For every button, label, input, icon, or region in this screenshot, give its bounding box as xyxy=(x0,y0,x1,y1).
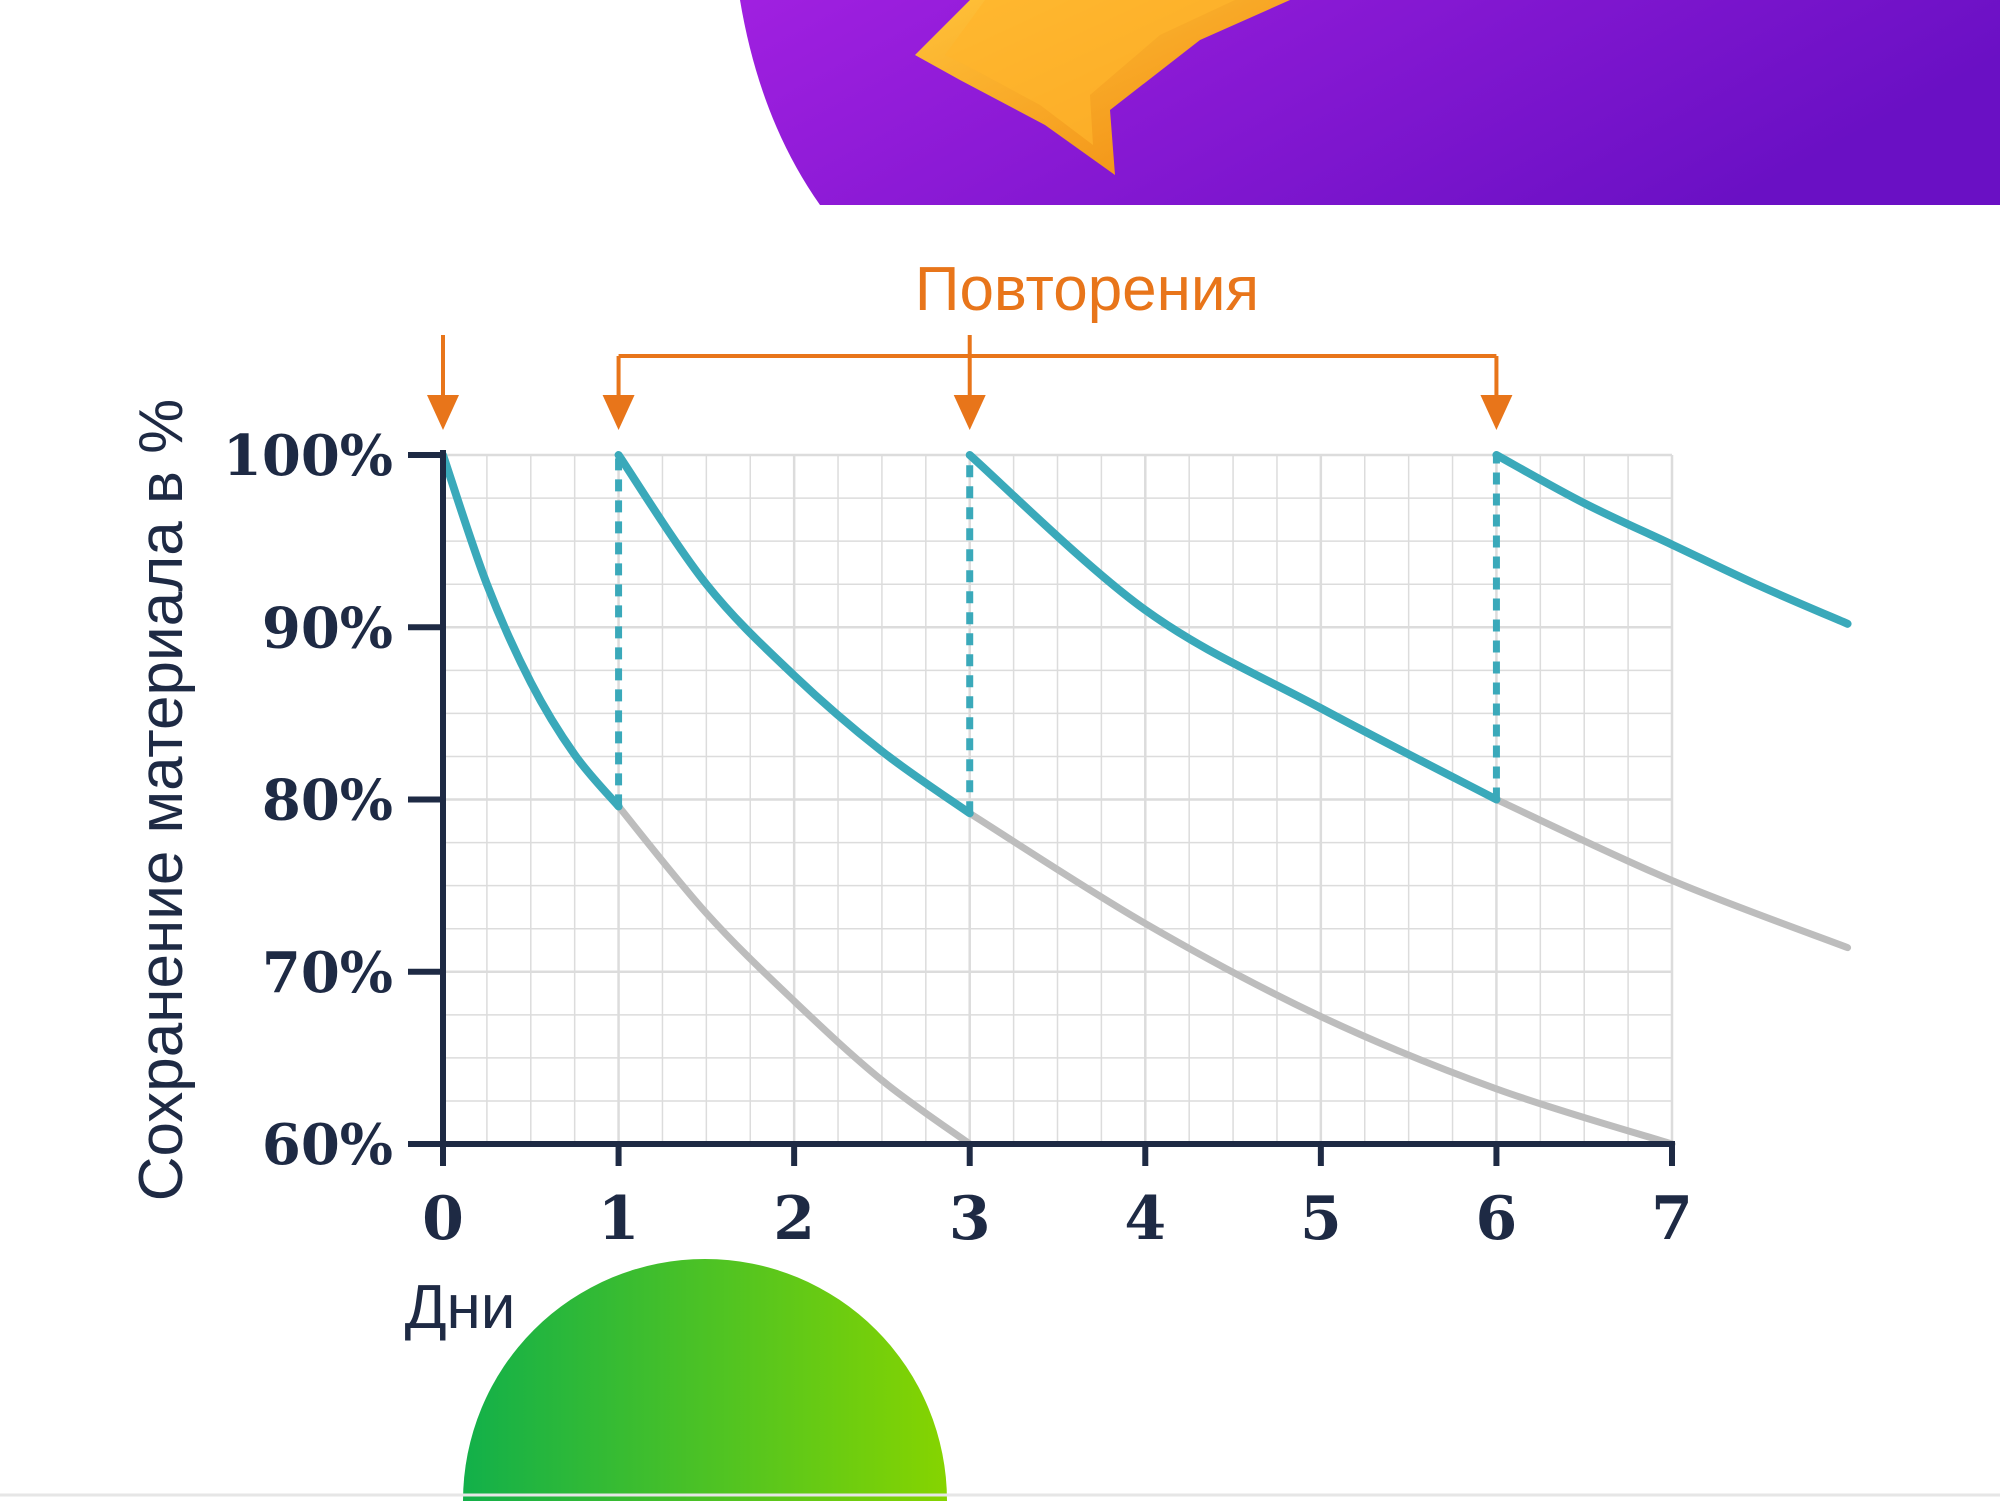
x-axis-label: Дни xyxy=(405,1273,516,1342)
green-circle-shape xyxy=(463,1259,947,1501)
forgetting-curve-segment xyxy=(966,809,1676,1148)
arrow-down-icon xyxy=(953,395,986,430)
x-tick-label: 6 xyxy=(1476,1184,1518,1254)
y-tick-label: 100% xyxy=(223,423,393,489)
chart-axes xyxy=(408,450,1675,1166)
retention-curve-segment xyxy=(1492,451,1852,628)
forgetting-curve-segment xyxy=(1492,796,1852,952)
review-arrows xyxy=(427,335,1513,430)
arrow-down-icon xyxy=(427,395,459,430)
retention-curve-segment xyxy=(965,451,1501,804)
y-tick-label: 60% xyxy=(262,1112,393,1178)
chart-grid xyxy=(441,453,1674,1146)
forgetting-curve-segment xyxy=(615,802,974,1148)
star-icon xyxy=(915,0,1290,175)
y-tick-label: 90% xyxy=(262,595,393,661)
x-tick-label: 3 xyxy=(949,1184,991,1254)
series-forgetting-without-review xyxy=(615,796,1852,1148)
y-axis-label: Сохранение материала в % xyxy=(127,399,196,1202)
retention-curve-segment xyxy=(439,451,623,811)
chart-title: Повторения xyxy=(915,255,1259,324)
x-tick-label: 0 xyxy=(422,1184,464,1254)
purple-banner-shape xyxy=(740,0,2000,205)
series-retention-with-review xyxy=(439,451,1852,818)
arrow-down-icon xyxy=(1480,395,1513,430)
y-tick-label: 70% xyxy=(262,940,393,1006)
y-tick-labels: 60% 70% 80% 90% 100% xyxy=(223,423,393,1178)
retention-curve-segment xyxy=(614,451,974,818)
x-tick-label: 5 xyxy=(1300,1184,1342,1254)
x-tick-label: 2 xyxy=(773,1184,815,1254)
arrow-down-icon xyxy=(602,395,635,430)
x-tick-labels: 0 1 2 3 4 5 6 7 xyxy=(422,1184,1693,1254)
x-tick-label: 4 xyxy=(1124,1184,1166,1254)
x-tick-label: 1 xyxy=(598,1184,640,1254)
x-tick-label: 7 xyxy=(1651,1184,1693,1254)
y-tick-label: 80% xyxy=(262,768,393,834)
forgetting-curve-chart: 0 1 2 3 4 5 6 7 60% 70% 80% 90% 100% Повторения Дни… xyxy=(127,255,1852,1342)
